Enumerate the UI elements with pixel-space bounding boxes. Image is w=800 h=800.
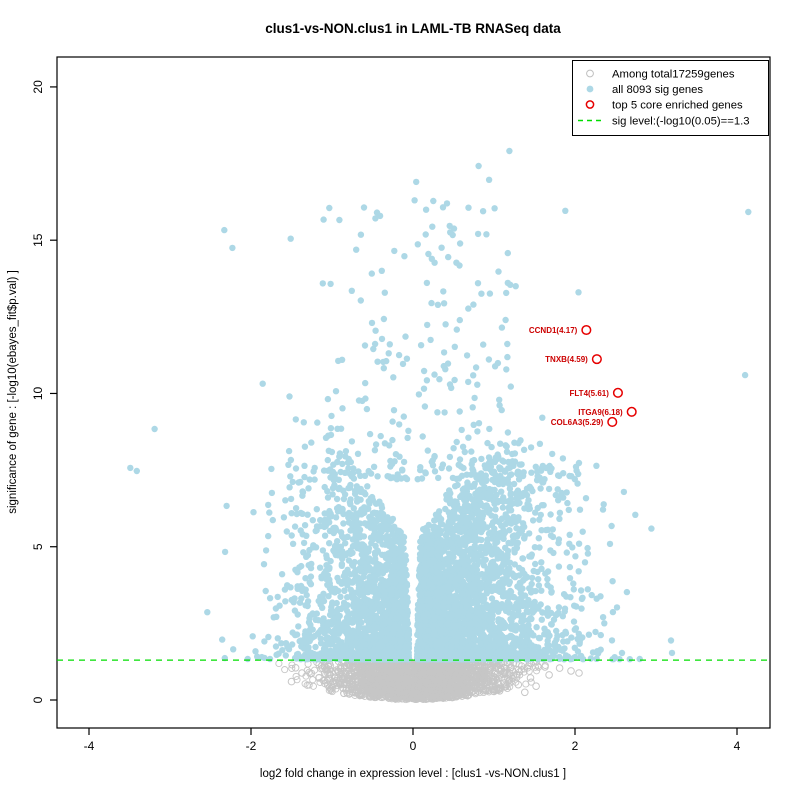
x-tick-label: 4 [734,739,741,753]
enriched-gene-label: CCND1(4.17) [529,326,578,335]
x-tick-label: 2 [572,739,579,753]
x-axis-label: log2 fold change in expression level : [… [260,768,566,780]
legend-box [572,60,769,136]
legend-label-sig-level: sig level:(-log10(0.05)==1.3 [612,116,750,128]
x-tick-label: -4 [84,739,95,753]
enriched-gene-label: FLT4(5.61) [570,389,610,398]
enriched-gene-label: TNXB(4.59) [545,355,588,364]
x-tick-label: -2 [246,739,257,753]
y-axis-ticks: 0 5 10 15 20 [31,80,57,703]
y-axis-label: significance of gene : [-log10(ebayes_fi… [7,270,19,514]
y-tick-label: 0 [31,696,45,703]
nonsignificant-points-layer [275,657,583,704]
enriched-gene-marker [581,324,592,336]
enriched-gene-marker [626,406,637,417]
y-tick-label: 20 [31,80,45,94]
x-tick-label: 0 [410,739,417,753]
y-tick-label: 10 [31,386,45,400]
enriched-gene-label: COL6A3(5.29) [551,418,604,427]
enriched-gene-marker [607,416,618,428]
enriched-gene-label: ITGA9(6.18) [578,408,623,417]
y-tick-label: 15 [31,233,45,247]
plot-border [56,56,771,729]
enriched-gene-labels-layer: CCND1(4.17) TNXB(4.59) FLT4(5.61) ITGA9(6.1… [529,324,637,428]
legend-label-sig-genes: all 8093 sig genes [612,84,703,96]
legend-open-circle-red-icon [585,100,595,109]
enriched-gene-marker [591,354,602,365]
x-axis-ticks: -4 -2 0 2 4 [84,728,741,753]
legend-filled-circle-blue-icon [586,85,594,93]
enriched-gene-marker [612,387,623,398]
legend-label-enriched-genes: top 5 core enriched genes [612,100,743,112]
y-tick-label: 5 [31,543,45,550]
legend-label-total-genes: Among total17259genes [612,69,735,81]
chart-title: clus1-vs-NON.clus1 in LAML-TB RNASeq dat… [265,21,561,36]
legend-open-circle-gray-icon [586,69,594,78]
legend: Among total17259genes all 8093 sig genes… [572,60,769,136]
significant-points-layer [127,147,752,663]
